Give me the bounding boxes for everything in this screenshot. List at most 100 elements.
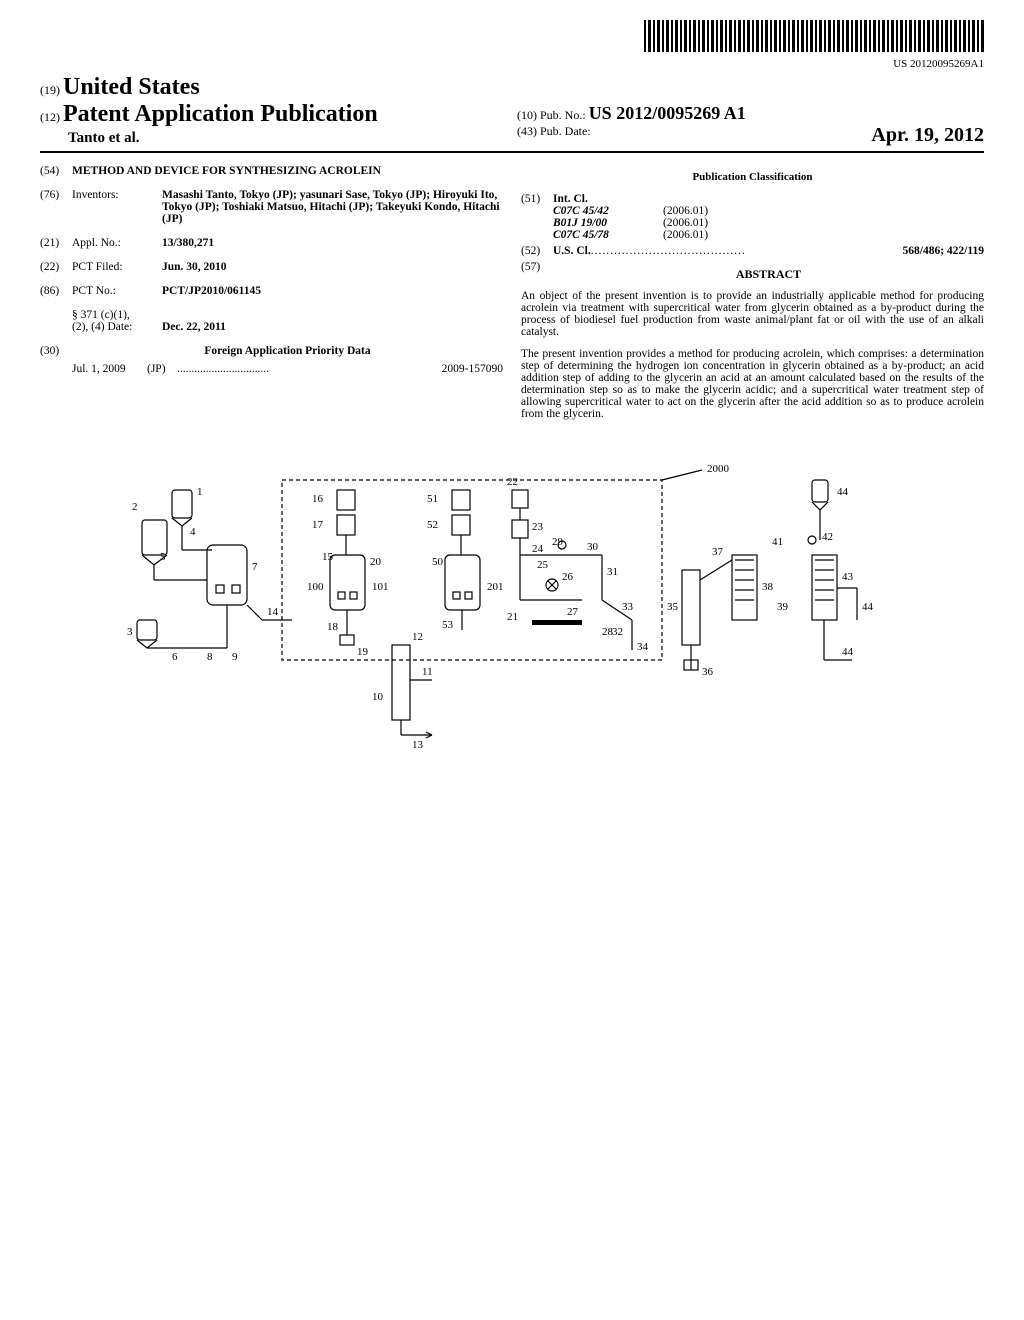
- fig-label-24: 24: [532, 543, 544, 555]
- left-column: (54) METHOD AND DEVICE FOR SYNTHESIZING …: [40, 165, 503, 430]
- s371-value: Dec. 22, 2011: [162, 309, 503, 333]
- fig-label-25: 25: [537, 559, 549, 571]
- fig-label-101: 101: [372, 581, 389, 593]
- applno-label: Appl. No.:: [72, 237, 162, 249]
- biblio-columns: (54) METHOD AND DEVICE FOR SYNTHESIZING …: [40, 165, 984, 430]
- intcl-row-1: B01J 19/00 (2006.01): [553, 217, 984, 229]
- uscl-field: (52) U.S. Cl. ..........................…: [521, 245, 984, 257]
- fig-label-38: 38: [762, 581, 774, 593]
- fig-label-22: 22: [507, 476, 518, 488]
- abstract-header-row: (57) ABSTRACT: [521, 261, 984, 288]
- header-left: (19) United States (12) Patent Applicati…: [40, 74, 507, 147]
- authors: Tanto et al.: [40, 130, 507, 147]
- fig-label-20: 20: [370, 556, 382, 568]
- fig-label-12: 12: [412, 631, 423, 643]
- foreign-data-row: Jul. 1, 2009 (JP) ......................…: [40, 363, 503, 375]
- abstract-heading: ABSTRACT: [553, 267, 984, 282]
- title-num: (54): [40, 165, 72, 177]
- intcl-code-2: C07C 45/78: [553, 229, 663, 241]
- fig-label-3: 3: [127, 626, 133, 638]
- intcl-num: (51): [521, 193, 553, 205]
- applno-field: (21) Appl. No.: 13/380,271: [40, 237, 503, 249]
- uscl-body: U.S. Cl. ...............................…: [553, 245, 984, 257]
- foreign-country: (JP): [147, 363, 177, 375]
- country-prefix: (19): [40, 83, 60, 97]
- fig-label-41: 41: [772, 536, 783, 548]
- pub-prefix: (12): [40, 110, 60, 124]
- fig-label-18: 18: [327, 621, 339, 633]
- fig-label-27: 27: [567, 606, 579, 618]
- fig-label-100: 100: [307, 581, 324, 593]
- uscl-num: (52): [521, 245, 553, 257]
- pub-type: Patent Application Publication: [63, 101, 378, 127]
- fig-label-9: 9: [232, 651, 238, 663]
- pctno-value: PCT/JP2010/061145: [162, 285, 503, 297]
- fig-label-33: 33: [622, 601, 634, 613]
- intcl-code-1: B01J 19/00: [553, 217, 663, 229]
- fig-label-5: 5: [160, 551, 166, 563]
- inventors-field: (76) Inventors: Masashi Tanto, Tokyo (JP…: [40, 189, 503, 225]
- abstract-num: (57): [521, 261, 553, 273]
- pctno-num: (86): [40, 285, 72, 297]
- pubno-label: Pub. No.:: [540, 108, 586, 122]
- fig-label-2: 2: [132, 501, 138, 513]
- foreign-title: Foreign Application Priority Data: [72, 345, 503, 357]
- intcl-date-2: (2006.01): [663, 229, 984, 241]
- pubno-prefix: (10): [517, 108, 537, 122]
- pubclass-title: Publication Classification: [521, 171, 984, 183]
- pubdate-line: (43) Pub. Date: Apr. 19, 2012: [517, 124, 984, 139]
- applno-num: (21): [40, 237, 72, 249]
- fig-label-50: 50: [432, 556, 444, 568]
- header-right: (10) Pub. No.: US 2012/0095269 A1 (43) P…: [507, 103, 984, 147]
- fig-label-8: 8: [207, 651, 213, 663]
- inventors-value: Masashi Tanto, Tokyo (JP); yasunari Sase…: [162, 189, 503, 225]
- fig-label-201: 201: [487, 581, 504, 593]
- s371-field: § 371 (c)(1), (2), (4) Date: Dec. 22, 20…: [40, 309, 503, 333]
- fig-label-14: 14: [267, 606, 279, 618]
- right-column: Publication Classification (51) Int. Cl.…: [521, 165, 984, 430]
- fig-label-51: 51: [427, 493, 438, 505]
- title-field: (54) METHOD AND DEVICE FOR SYNTHESIZING …: [40, 165, 503, 177]
- fig-label-23: 23: [532, 521, 544, 533]
- fig-label-32: 32: [612, 626, 623, 638]
- intcl-row-2: C07C 45/78 (2006.01): [553, 229, 984, 241]
- fig-label-1: 1: [197, 486, 203, 498]
- figure-svg: 2000 2 1 4 5 7 3 6 8 9: [112, 460, 912, 760]
- pubdate-prefix: (43): [517, 124, 537, 138]
- fig-label-21: 21: [507, 611, 518, 623]
- intcl-date-0: (2006.01): [663, 205, 984, 217]
- foreign-dots: ................................: [177, 363, 442, 375]
- fig-label-52: 52: [427, 519, 438, 531]
- inventors-label: Inventors:: [72, 189, 162, 201]
- fig-label-42: 42: [822, 531, 833, 543]
- applno-value: 13/380,271: [162, 237, 503, 249]
- pctfiled-field: (22) PCT Filed: Jun. 30, 2010: [40, 261, 503, 273]
- fig-label-11: 11: [422, 666, 433, 678]
- inventors-num: (76): [40, 189, 72, 201]
- fig-label-34: 34: [637, 641, 649, 653]
- fig-label-44c: 44: [862, 601, 874, 613]
- uscl-value: 568/486; 422/119: [903, 245, 984, 257]
- foreign-num: (30): [40, 345, 72, 357]
- fig-label-2000: 2000: [707, 463, 730, 475]
- uscl-label: U.S. Cl.: [553, 245, 591, 257]
- barcode-graphic: [644, 20, 984, 52]
- uscl-dots: ........................................: [591, 245, 903, 257]
- fig-label-10: 10: [372, 691, 384, 703]
- fig-label-53: 53: [442, 619, 454, 631]
- pctno-field: (86) PCT No.: PCT/JP2010/061145: [40, 285, 503, 297]
- fig-label-36: 36: [702, 666, 714, 678]
- foreign-appno: 2009-157090: [442, 363, 503, 375]
- fig-label-30: 30: [587, 541, 599, 553]
- fig-label-4: 4: [190, 526, 196, 538]
- fig-label-37: 37: [712, 546, 724, 558]
- fig-label-35: 35: [667, 601, 679, 613]
- foreign-date: Jul. 1, 2009: [72, 363, 147, 375]
- fig-label-6: 6: [172, 651, 178, 663]
- fig-label-16: 16: [312, 493, 324, 505]
- header: (19) United States (12) Patent Applicati…: [40, 74, 984, 153]
- country-name: United States: [63, 74, 200, 100]
- fig-label-43: 43: [842, 571, 854, 583]
- foreign-title-row: (30) Foreign Application Priority Data: [40, 345, 503, 357]
- patent-title: METHOD AND DEVICE FOR SYNTHESIZING ACROL…: [72, 165, 503, 177]
